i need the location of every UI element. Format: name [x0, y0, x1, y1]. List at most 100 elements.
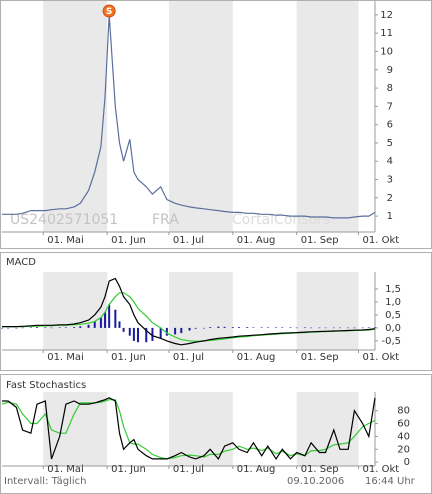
x-tick-label: 01. Aug — [237, 235, 276, 246]
plot-layer: US2402571051 FRA CortalConsors 01. Mai 01. J… — [1, 1, 410, 475]
y-tick-label: 80 — [397, 406, 410, 417]
shaded-band — [168, 272, 233, 350]
histogram-bar — [64, 327, 67, 328]
histogram-bar — [180, 327, 183, 334]
histogram-bar — [223, 326, 226, 328]
y-tick-label: 4 — [387, 156, 393, 167]
histogram-bar — [7, 327, 10, 329]
x-tick-label: 01. Okt — [363, 235, 400, 246]
histogram-bar — [289, 327, 292, 328]
y-tick-label: 3 — [387, 175, 393, 186]
histogram-bar — [137, 327, 140, 343]
y-tick-label: 5 — [387, 138, 393, 149]
histogram-bar — [246, 327, 249, 328]
y-tick-label: 0,0 — [385, 323, 401, 334]
histogram-bar — [128, 327, 131, 336]
histogram-bar — [209, 327, 212, 328]
watermark-isin: US2402571051 — [10, 212, 118, 228]
histogram-bar — [353, 327, 356, 329]
histogram-bar — [93, 321, 96, 328]
histogram-bar — [145, 327, 148, 343]
x-tick-label: 01. Sep — [301, 352, 339, 363]
histogram-bar — [310, 327, 313, 329]
histogram-bar — [217, 326, 220, 328]
histogram-bar — [194, 327, 197, 329]
y-tick-label: 9 — [387, 65, 393, 76]
y-tick-label: 6 — [387, 120, 393, 131]
y-tick-label: 60 — [397, 419, 410, 430]
histogram-bar — [338, 327, 341, 329]
histogram-bar — [295, 327, 298, 329]
x-tick-label: 01. Jul — [173, 235, 204, 246]
histogram-bar — [15, 327, 18, 329]
shaded-band — [168, 1, 233, 232]
histogram-bar — [367, 327, 370, 328]
histogram-bar — [99, 317, 102, 328]
x-tick-label: 01. Aug — [237, 464, 276, 475]
y-tick-label: 7 — [387, 101, 393, 112]
histogram-bar — [104, 312, 107, 328]
panel-title: MACD — [6, 257, 36, 268]
histogram-bar — [44, 327, 47, 328]
histogram-bar — [324, 327, 327, 329]
y-tick-label: 1,5 — [385, 284, 401, 295]
x-tick-label: 01. Jul — [173, 464, 204, 475]
y-tick-label: 0,5 — [385, 310, 401, 321]
shaded-band — [296, 272, 359, 350]
histogram-bar — [303, 327, 306, 328]
event-marker-label: S — [106, 7, 112, 17]
series-line — [2, 397, 376, 461]
y-tick-label: 0 — [404, 457, 410, 468]
y-tick-label: 8 — [387, 83, 393, 94]
x-tick-label: 01. Jun — [111, 464, 146, 475]
histogram-bar — [252, 327, 255, 328]
histogram-bar — [1, 327, 3, 329]
histogram-bar — [50, 327, 53, 329]
y-tick-label: 1,0 — [385, 297, 401, 308]
x-tick-label: 01. Okt — [363, 352, 400, 363]
x-tick-label: 01. Aug — [237, 352, 276, 363]
series-line — [2, 277, 376, 346]
footer-date: 09.10.2006 — [287, 476, 344, 487]
shaded-band — [43, 1, 108, 232]
y-tick-label: 1 — [387, 211, 393, 222]
histogram-bar — [275, 327, 278, 328]
x-tick-label: 01. Mai — [47, 464, 84, 475]
histogram-bar — [281, 327, 284, 328]
histogram-bar — [237, 327, 240, 328]
shaded-band — [43, 272, 108, 350]
y-tick-label: 20 — [397, 444, 410, 455]
histogram-bar — [165, 327, 168, 336]
histogram-bar — [159, 327, 162, 339]
histogram-bar — [108, 304, 111, 328]
histogram-bar — [332, 327, 335, 329]
x-tick-label: 01. Jun — [111, 352, 146, 363]
histogram-bar — [122, 327, 125, 332]
histogram-bar — [202, 327, 205, 329]
x-tick-label: 01. Mai — [47, 352, 84, 363]
watermark-exchange: FRA — [152, 212, 179, 228]
histogram-bar — [58, 327, 61, 328]
histogram-bar — [21, 327, 24, 329]
histogram-bar — [266, 327, 269, 328]
y-tick-label: -0,5 — [381, 336, 401, 347]
x-tick-label: 01. Okt — [363, 464, 400, 475]
x-tick-label: 01. Sep — [301, 235, 339, 246]
histogram-bar — [73, 327, 76, 328]
y-tick-label: 2 — [387, 193, 393, 204]
histogram-bar — [114, 309, 117, 328]
histogram-bar — [79, 326, 82, 328]
y-tick-label: 40 — [397, 431, 410, 442]
histogram-bar — [151, 327, 154, 341]
y-tick-label: 12 — [380, 10, 393, 21]
shaded-band — [296, 1, 359, 232]
histogram-bar — [231, 327, 234, 328]
histogram-bar — [347, 327, 350, 329]
histogram-bar — [174, 327, 177, 335]
x-tick-label: 01. Sep — [301, 464, 339, 475]
histogram-bar — [361, 327, 364, 329]
histogram-bar — [260, 327, 263, 328]
series-line — [2, 14, 376, 219]
